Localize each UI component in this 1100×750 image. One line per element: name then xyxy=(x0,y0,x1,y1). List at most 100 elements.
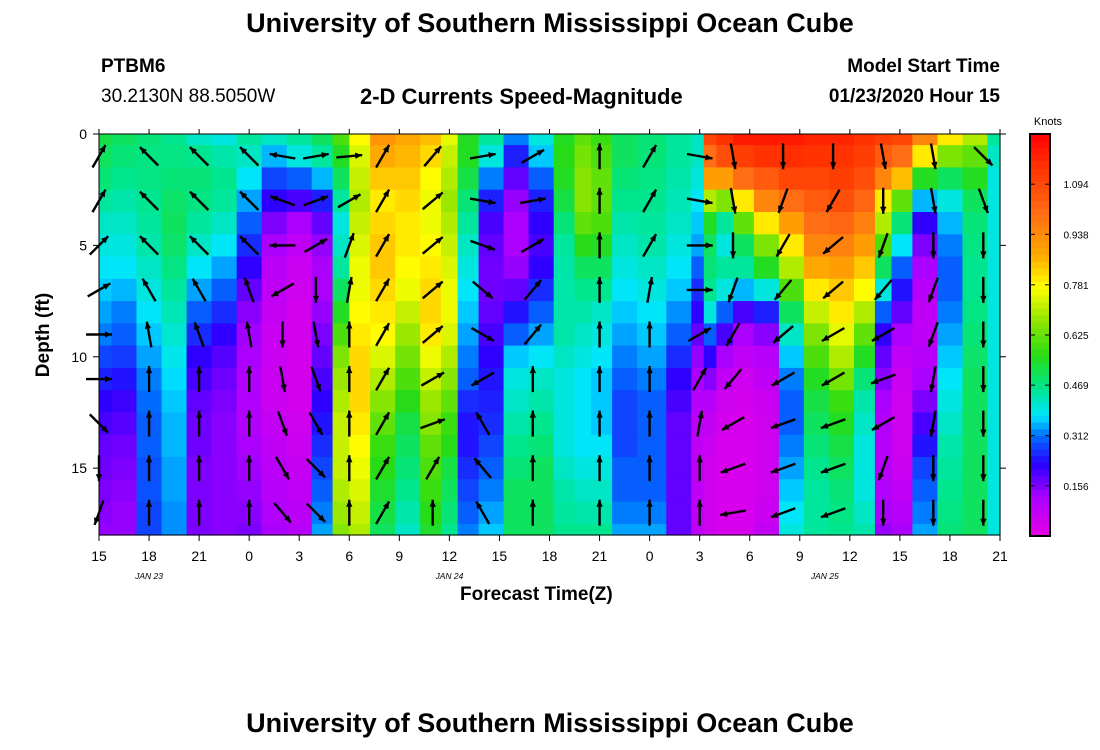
heatmap-cell xyxy=(591,145,613,168)
heatmap-cell xyxy=(666,301,692,324)
heatmap-cell xyxy=(370,301,396,324)
colorbar-band xyxy=(1030,221,1050,229)
arrow-head xyxy=(434,146,442,154)
heatmap-cell xyxy=(637,134,667,146)
heatmap-cell xyxy=(733,134,755,146)
current-arrow xyxy=(646,410,653,437)
current-arrow xyxy=(720,462,746,474)
x-tick-label: 21 xyxy=(592,548,608,564)
heatmap-cell xyxy=(111,145,138,168)
heatmap-cell xyxy=(349,234,371,258)
heatmap-cell xyxy=(829,256,855,280)
current-arrow xyxy=(191,278,207,302)
heatmap-cell xyxy=(311,479,334,503)
x-tick-label: 9 xyxy=(395,548,403,564)
heatmap-cell xyxy=(161,412,188,436)
current-arrow xyxy=(246,366,253,393)
heatmap-cell xyxy=(778,301,805,324)
arrow-head xyxy=(488,152,496,159)
heatmap-cell xyxy=(395,479,421,503)
colorbar-band xyxy=(1030,462,1050,470)
current-arrow xyxy=(269,152,296,160)
heatmap-cell xyxy=(703,189,717,213)
heatmap-cell xyxy=(937,434,963,458)
current-arrow xyxy=(871,416,896,432)
colorbar-band xyxy=(1030,455,1050,463)
current-arrow xyxy=(596,366,603,393)
current-arrow xyxy=(822,236,844,255)
current-arrow xyxy=(973,146,994,167)
current-arrow xyxy=(425,456,441,481)
heatmap-cell xyxy=(753,301,780,324)
heatmap-cell xyxy=(703,301,717,324)
heatmap-cell xyxy=(161,367,188,391)
heatmap-cell xyxy=(236,434,263,458)
current-arrow xyxy=(189,190,210,211)
heatmap-cell xyxy=(457,145,480,168)
heatmap-cell xyxy=(553,278,576,302)
current-arrow xyxy=(337,193,362,209)
current-arrow xyxy=(469,152,496,160)
heatmap-cell xyxy=(236,134,263,146)
current-arrow xyxy=(423,145,443,167)
arrow-head xyxy=(437,418,445,425)
y-tick-label: 0 xyxy=(79,126,87,142)
heatmap-cell xyxy=(703,479,717,503)
current-arrow xyxy=(980,499,987,526)
heatmap-cell xyxy=(937,479,963,503)
x-tick-label: 18 xyxy=(942,548,958,564)
current-arrow xyxy=(642,188,658,213)
heatmap-cell xyxy=(395,323,421,347)
heatmap-cell xyxy=(753,134,780,146)
heatmap-cell xyxy=(703,256,717,280)
heatmap-cell xyxy=(420,390,442,414)
heatmap-cell xyxy=(803,367,830,391)
heatmap-cell xyxy=(370,345,396,369)
heatmap-cell xyxy=(99,256,113,280)
heatmap-cell xyxy=(637,412,667,436)
arrow-head xyxy=(245,321,252,330)
heatmap-cell xyxy=(937,145,963,168)
current-arrow xyxy=(346,455,353,482)
heatmap-cell xyxy=(111,212,138,235)
heatmap-cell xyxy=(574,134,592,146)
arrow-head xyxy=(929,429,936,437)
heatmap-cell xyxy=(753,212,780,235)
heatmap-cell xyxy=(778,323,805,347)
heatmap-cell xyxy=(574,323,592,347)
heatmap-cell xyxy=(854,390,876,414)
x-tick-label: 6 xyxy=(345,548,353,564)
heatmap-cell xyxy=(753,501,780,525)
arrow-head xyxy=(536,238,545,246)
current-arrow xyxy=(770,418,796,430)
arrow-head xyxy=(312,295,320,303)
heatmap-cell xyxy=(987,212,1001,235)
heatmap-cell xyxy=(803,167,830,191)
colorbar-band xyxy=(1030,375,1050,383)
arrow-head xyxy=(476,501,483,510)
current-arrow xyxy=(375,367,391,391)
arrow-head xyxy=(246,366,253,374)
heatmap-cell xyxy=(591,323,613,347)
heatmap-cell xyxy=(987,323,1001,347)
arrow-head xyxy=(776,249,783,257)
current-arrow xyxy=(276,410,289,437)
heatmap-cell xyxy=(553,256,576,280)
heatmap-cell xyxy=(753,278,780,302)
heatmap-cell xyxy=(111,189,138,213)
heatmap-cell xyxy=(211,256,238,280)
heatmap-cell xyxy=(703,323,717,347)
heatmap-cell xyxy=(478,212,505,235)
heatmap-cell xyxy=(854,278,876,302)
heatmap-cell xyxy=(666,278,692,302)
arrow-head xyxy=(821,379,830,386)
heatmap-cell xyxy=(478,256,505,280)
heatmap-cell xyxy=(261,189,288,213)
heatmap-cell xyxy=(395,457,421,480)
heatmap-cell xyxy=(349,501,371,525)
heatmap-cell xyxy=(349,167,371,191)
heatmap-cell xyxy=(211,301,238,324)
arrow-head xyxy=(826,204,833,213)
current-arrow xyxy=(375,278,391,302)
arrow-head xyxy=(435,326,443,334)
